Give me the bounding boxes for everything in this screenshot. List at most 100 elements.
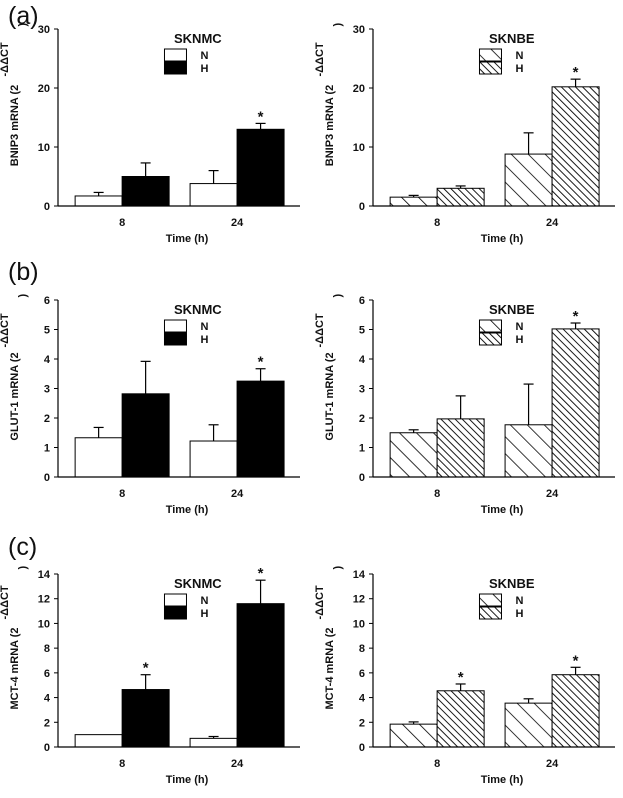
chart-0-xlabel: Time (h) (166, 233, 209, 245)
chart-4-ylabel-close: ) (17, 566, 29, 570)
chart-3-title: SKNBE (489, 302, 535, 317)
chart-1-bar-H-8 (436, 187, 485, 207)
chart-1-xtick-24: 24 (546, 217, 559, 229)
chart-4-ytick-14: 14 (38, 569, 51, 581)
chart-2-ytick-6: 6 (44, 295, 50, 307)
chart-5-significance-star-H-8: * (458, 669, 464, 686)
chart-1-ylabel-close: ) (332, 23, 344, 27)
chart-0-group: SKNMC NH 8 * 24 0 10 20 30 Time (h) BNIP3 mRNA (2 -… (0, 23, 300, 245)
chart-0-legend-label-H: H (200, 63, 208, 75)
chart-2-legend-label-H: H (200, 334, 208, 346)
chart-0-xtick-8: 8 (119, 217, 125, 229)
chart-2-ytick-4: 4 (44, 354, 51, 366)
chart-0-legend-label-N: N (200, 50, 208, 62)
chart-3-legend-swatch-N (478, 319, 502, 333)
chart-4-ytick-12: 12 (38, 594, 50, 606)
chart-2-xtick-24: 24 (231, 488, 244, 500)
chart-3-xtick-8: 8 (434, 488, 440, 500)
chart-5-legend-swatch-H (478, 606, 502, 620)
chart-5-xlabel: Time (h) (481, 774, 524, 786)
chart-3-bar-N-24 (504, 424, 553, 478)
chart-4-xtick-24: 24 (231, 758, 244, 770)
chart-0-bar-N-24 (189, 183, 238, 207)
chart-0-xtick-24: 24 (231, 217, 244, 229)
chart-2-ylabel-close: ) (17, 294, 29, 298)
chart-4-ytick-0: 0 (44, 742, 50, 754)
chart-3-xlabel: Time (h) (481, 504, 524, 516)
chart-1-title: SKNBE (489, 31, 535, 46)
chart-4-legend-label-H: H (200, 608, 208, 620)
panel-label-b: (b) (8, 258, 39, 286)
chart-0-legend-swatch-H (163, 61, 187, 75)
chart-2-ytick-5: 5 (44, 325, 50, 337)
chart-5-ytick-0: 0 (359, 742, 365, 754)
chart-2-group: SKNMC NH 8 * 24 0 1 2 3 4 5 6 Time (h) GLUT-1 mRNA (2… (0, 294, 300, 516)
chart-4-bar-N-8 (74, 734, 123, 748)
chart-1-ytick-30: 30 (353, 24, 365, 36)
chart-0-ytick-0: 0 (44, 201, 50, 213)
chart-5-ylabel-close: ) (332, 566, 344, 570)
chart-5-ytick-8: 8 (359, 643, 365, 655)
chart-4-ytick-4: 4 (44, 693, 51, 705)
chart-5-bar-N-8 (389, 723, 438, 748)
chart-3-ylabel-superscript: -ΔΔCT (314, 313, 326, 347)
chart-5-bar-H-24 (551, 674, 600, 748)
chart-3-ytick-0: 0 (359, 472, 365, 484)
chart-3-legend-label-H: H (515, 334, 523, 346)
chart-5-ytick-6: 6 (359, 668, 365, 680)
chart-1-ytick-20: 20 (353, 83, 365, 95)
chart-2-title: SKNMC (174, 302, 222, 317)
chart-3-ytick-2: 2 (359, 413, 365, 425)
chart-5-legend-label-H: H (515, 608, 523, 620)
chart-4-bar-N-24 (189, 737, 238, 748)
chart-3-ytick-1: 1 (359, 443, 365, 455)
chart-3-bar-H-8 (436, 418, 485, 478)
chart-0-ytick-20: 20 (38, 83, 50, 95)
chart-0-ytick-30: 30 (38, 24, 50, 36)
chart-4-ytick-2: 2 (44, 717, 50, 729)
chart-1-legend-swatch-H (478, 61, 502, 75)
chart-3-ylabel-close: ) (332, 294, 344, 298)
chart-2-xtick-8: 8 (119, 488, 125, 500)
chart-1-bar-N-8 (389, 196, 438, 207)
chart-1-bar-N-24 (504, 153, 553, 207)
chart-3-ylabel: GLUT-1 mRNA (2 (324, 352, 336, 440)
chart-5-title: SKNBE (489, 576, 535, 591)
chart-5-ylabel: MCT-4 mRNA (2 (324, 627, 336, 709)
chart-3-legend-label-N: N (515, 321, 523, 333)
chart-1-group: SKNBE NH 8 * 24 0 10 20 30 Time (h) BNIP3 mRNA (2 -… (314, 23, 615, 245)
chart-5-bar-H-8 (436, 690, 485, 748)
chart-3-bar-N-8 (389, 432, 438, 478)
chart-5-ytick-4: 4 (359, 693, 366, 705)
panel-label-a: (a) (8, 2, 39, 30)
chart-4-ylabel-superscript: -ΔΔCT (0, 585, 11, 619)
chart-1-ytick-0: 0 (359, 201, 365, 213)
chart-5-ytick-12: 12 (353, 594, 365, 606)
chart-1-ylabel-superscript: -ΔΔCT (314, 42, 326, 76)
chart-2-ytick-1: 1 (44, 443, 50, 455)
chart-2-ytick-0: 0 (44, 472, 50, 484)
chart-2-significance-star-H-24: * (258, 354, 264, 371)
chart-5-bar-N-24 (504, 702, 553, 748)
chart-5-ytick-14: 14 (353, 569, 366, 581)
chart-5-ytick-10: 10 (353, 618, 365, 630)
panel-label-c: (c) (8, 533, 37, 561)
chart-4-ylabel: MCT-4 mRNA (2 (9, 627, 21, 709)
chart-0-bar-H-24 (236, 128, 285, 207)
chart-2-bar-N-8 (74, 437, 123, 478)
chart-1-legend-swatch-N (478, 48, 502, 62)
chart-0-ytick-10: 10 (38, 142, 50, 154)
chart-1-ylabel: BNIP3 mRNA (2 (324, 85, 336, 167)
chart-1-legend-label-N: N (515, 50, 523, 62)
chart-1-ytick-10: 10 (353, 142, 365, 154)
chart-4-significance-star-H-24: * (258, 565, 264, 582)
chart-5-legend-label-N: N (515, 595, 523, 607)
chart-4-ytick-10: 10 (38, 618, 50, 630)
chart-1-significance-star-H-24: * (573, 64, 579, 81)
chart-4-ytick-8: 8 (44, 643, 50, 655)
chart-2-xlabel: Time (h) (166, 504, 209, 516)
